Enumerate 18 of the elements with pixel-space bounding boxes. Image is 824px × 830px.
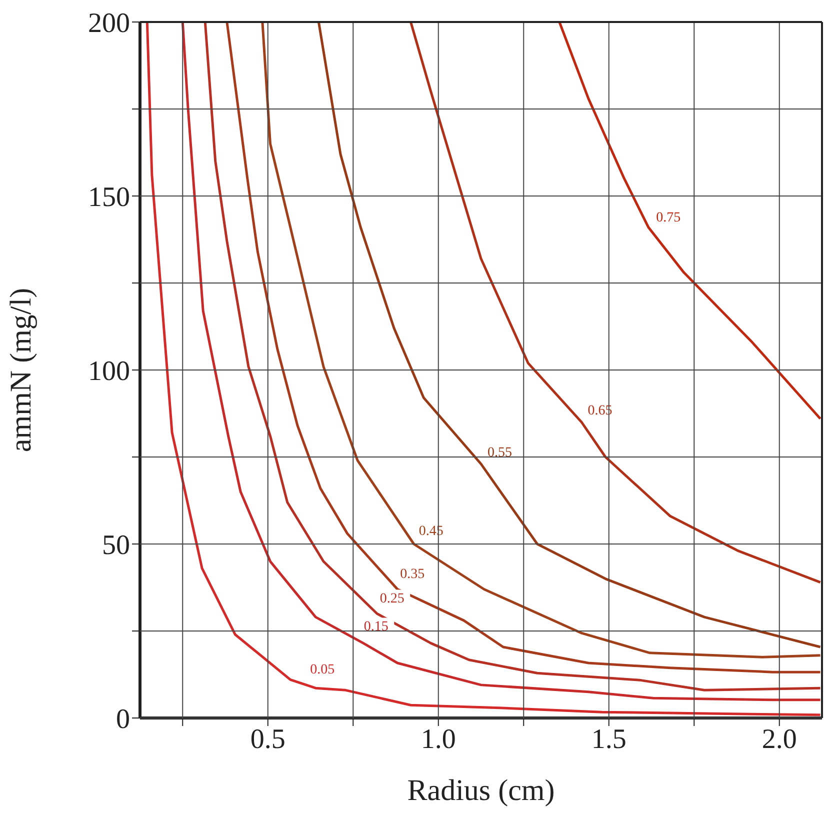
y-axis-title: ammN (mg/l): [4, 288, 38, 452]
y-tick-label: 200: [88, 8, 130, 39]
y-tick-label: 100: [88, 356, 130, 387]
x-tick-label: 0.5: [250, 724, 286, 755]
series-label: 0.35: [400, 567, 425, 582]
line-series: [558, 22, 822, 420]
x-tick-label: 2.0: [762, 724, 797, 755]
x-tick-label: 1.0: [420, 724, 456, 755]
x-axis-title: Radius (cm): [407, 774, 555, 807]
series-label: 0.25: [380, 592, 404, 607]
series-label: 0.05: [310, 662, 335, 678]
series-label: 0.75: [656, 210, 681, 226]
series-label: 0.55: [488, 446, 512, 461]
y-tick-label: 0: [116, 704, 130, 735]
y-tick-label: 50: [102, 530, 130, 561]
series-label: 0.15: [364, 620, 388, 635]
y-tick-label: 150: [88, 182, 130, 213]
x-tick-label: 1.5: [591, 724, 626, 755]
